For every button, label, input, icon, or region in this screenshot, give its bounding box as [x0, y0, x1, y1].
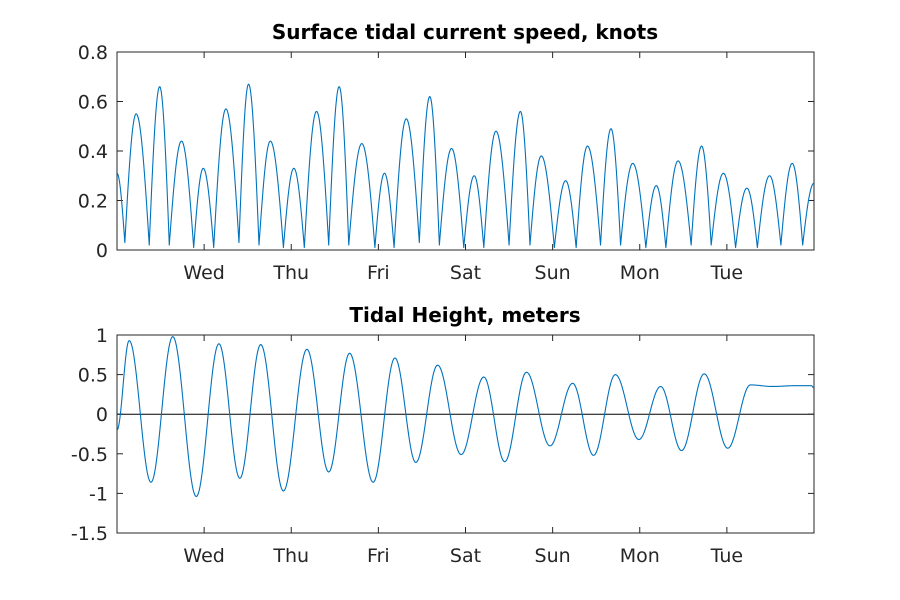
tidal-height-xtick-label: Sun: [535, 545, 571, 567]
tidal-height-ytick-label: 1: [96, 325, 108, 347]
current-speed-plot: Surface tidal current speed, knots 0 0.2 0…: [78, 20, 815, 284]
tidal-height-xtick-label: Sat: [450, 545, 481, 567]
current-speed-xtick-label: Fri: [367, 262, 390, 284]
current-speed-title: Surface tidal current speed, knots: [272, 20, 658, 44]
current-speed-xtick-label: Sun: [535, 262, 571, 284]
tidal-height-ytick-label: -1.5: [71, 523, 108, 545]
tidal-height-ytick-label: 0.5: [78, 365, 108, 387]
tidal-height-plot: Tidal Height, meters -1.5 -1 -0.5 0 0.5 1 Wed T…: [71, 303, 815, 567]
tidal-height-xtick-label: Thu: [272, 545, 309, 567]
current-speed-xtick-label: Wed: [183, 262, 224, 284]
current-speed-series-line: [116, 83, 815, 249]
current-speed-ytick-label: 0.2: [78, 191, 108, 213]
tidal-height-ytick-label: -0.5: [71, 444, 108, 466]
tidal-height-xtick-label: Fri: [367, 545, 390, 567]
tidal-height-ytick-label: 0: [96, 404, 108, 426]
tidal-height-ytick-label: -1: [89, 483, 108, 505]
tidal-height-xtick-label: Wed: [183, 545, 224, 567]
current-speed-ytick-label: 0: [96, 240, 108, 262]
current-speed-xtick-label: Sat: [450, 262, 481, 284]
tidal-height-xtick-label: Tue: [710, 545, 743, 567]
tidal-height-title: Tidal Height, meters: [349, 303, 580, 327]
current-speed-xtick-label: Mon: [620, 262, 660, 284]
tidal-height-series-line: [116, 336, 815, 498]
current-speed-xtick-label: Tue: [710, 262, 743, 284]
current-speed-xtick-label: Thu: [272, 262, 309, 284]
current-speed-ytick-label: 0.6: [78, 92, 108, 114]
tidal-height-xtick-label: Mon: [620, 545, 660, 567]
current-speed-ytick-label: 0.4: [78, 141, 108, 163]
current-speed-ytick-label: 0.8: [78, 42, 108, 64]
tidal-height-axes-box: [116, 334, 815, 534]
